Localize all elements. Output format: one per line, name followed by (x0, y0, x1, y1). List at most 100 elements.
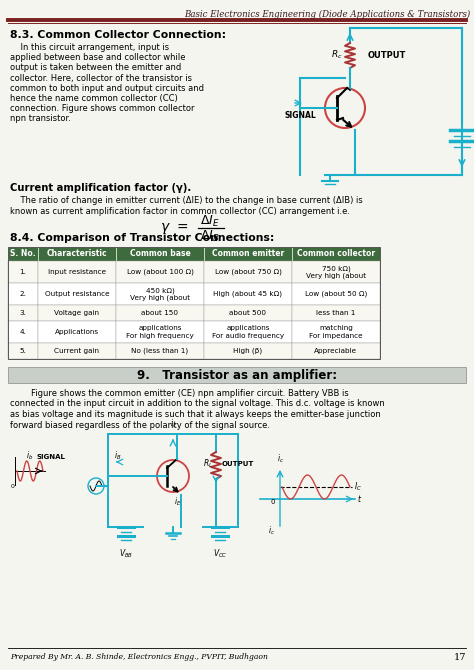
Text: For impedance: For impedance (309, 333, 363, 339)
Bar (116, 283, 204, 305)
Bar (38, 283, 116, 305)
Text: $R_c$: $R_c$ (331, 49, 343, 61)
Bar (204, 343, 292, 359)
Bar (38, 321, 116, 343)
Bar (116, 261, 204, 283)
Text: about 150: about 150 (142, 310, 179, 316)
Text: Appreciable: Appreciable (314, 348, 357, 354)
Bar (204, 283, 292, 305)
Bar (204, 247, 292, 261)
Bar (292, 247, 380, 261)
Text: 1.: 1. (19, 269, 27, 275)
Bar (8, 283, 38, 305)
Text: $R_L$: $R_L$ (203, 458, 213, 470)
Text: Low (about 50 Ω): Low (about 50 Ω) (305, 291, 367, 297)
Text: forward biased regardless of the polarity of the signal source.: forward biased regardless of the polarit… (10, 421, 270, 429)
Bar (204, 261, 292, 283)
Text: OUTPUT: OUTPUT (368, 52, 406, 60)
Text: $\Delta I_B$: $\Delta I_B$ (200, 228, 220, 244)
Text: Figure shows the common emitter (CE) npn amplifier circuit. Battery VBB is: Figure shows the common emitter (CE) npn… (10, 389, 349, 398)
Text: Characteristic: Characteristic (46, 249, 107, 259)
Bar (8, 247, 38, 261)
Text: applications: applications (138, 325, 182, 331)
Text: Input resistance: Input resistance (48, 269, 106, 275)
Text: applied between base and collector while: applied between base and collector while (10, 53, 185, 62)
Text: High (β): High (β) (233, 348, 263, 354)
Text: For high frequency: For high frequency (126, 333, 194, 339)
Bar (292, 343, 380, 359)
Text: SIGNAL: SIGNAL (37, 454, 66, 460)
Bar (8, 321, 38, 343)
Bar (38, 261, 116, 283)
Text: as bias voltage and its magnitude is such that it always keeps the emitter-base : as bias voltage and its magnitude is suc… (10, 410, 381, 419)
Text: 0: 0 (11, 484, 15, 490)
Text: connection. Figure shows common collector: connection. Figure shows common collecto… (10, 105, 194, 113)
Bar (8, 305, 38, 321)
Text: Low (about 100 Ω): Low (about 100 Ω) (127, 269, 193, 275)
Text: 5.: 5. (19, 348, 27, 354)
Text: less than 1: less than 1 (316, 310, 356, 316)
Text: No (less than 1): No (less than 1) (131, 348, 189, 354)
Bar (116, 343, 204, 359)
Text: $i_b$: $i_b$ (27, 449, 34, 462)
Text: 8.3. Common Collector Connection:: 8.3. Common Collector Connection: (10, 30, 226, 40)
Text: 0: 0 (271, 499, 275, 505)
Text: Applications: Applications (55, 329, 99, 335)
Text: output is taken between the emitter and: output is taken between the emitter and (10, 64, 181, 72)
Text: 750 kΩ): 750 kΩ) (322, 265, 350, 271)
Text: S. No.: S. No. (10, 249, 36, 259)
Bar (292, 283, 380, 305)
Text: $V_{BB}$: $V_{BB}$ (119, 547, 133, 559)
Text: Common collector: Common collector (297, 249, 375, 259)
Text: Current gain: Current gain (55, 348, 100, 354)
Text: connected in the input circuit in addition to the signal voltage. This d.c. volt: connected in the input circuit in additi… (10, 399, 385, 409)
Text: $i_c$: $i_c$ (170, 417, 176, 430)
Text: SIGNAL: SIGNAL (285, 111, 317, 121)
Bar (38, 343, 116, 359)
Text: $\Delta I_E$: $\Delta I_E$ (200, 214, 220, 228)
Bar (292, 321, 380, 343)
Text: known as current amplification factor in common collector (CC) arrangement i.e.: known as current amplification factor in… (10, 206, 350, 216)
Bar (116, 321, 204, 343)
Text: The ratio of change in emitter current (ΔIE) to the change in base current (ΔIB): The ratio of change in emitter current (… (10, 196, 363, 205)
Text: Output resistance: Output resistance (45, 291, 109, 297)
Text: Low (about 750 Ω): Low (about 750 Ω) (215, 269, 282, 275)
Text: 450 kΩ): 450 kΩ) (146, 287, 174, 293)
Text: Very high (about: Very high (about (130, 295, 190, 301)
Text: about 500: about 500 (229, 310, 266, 316)
Bar (8, 367, 466, 383)
Text: 9.   Transistor as an amplifier:: 9. Transistor as an amplifier: (137, 369, 337, 381)
Bar (116, 305, 204, 321)
Bar (8, 247, 380, 359)
Text: 17: 17 (454, 653, 466, 662)
Text: npn transistor.: npn transistor. (10, 115, 71, 123)
Text: $t$: $t$ (357, 494, 362, 505)
Text: In this circuit arrangement, input is: In this circuit arrangement, input is (10, 43, 169, 52)
Text: $\gamma$: $\gamma$ (160, 220, 171, 235)
Text: $I_C$: $I_C$ (354, 481, 362, 493)
Text: 4.: 4. (19, 329, 27, 335)
Text: 8.4. Comparison of Transistor Connections:: 8.4. Comparison of Transistor Connection… (10, 233, 274, 243)
Text: 3.: 3. (19, 310, 27, 316)
Text: OUTPUT: OUTPUT (222, 461, 255, 467)
Text: $i_B$: $i_B$ (114, 450, 122, 462)
Text: collector. Here, collector of the transistor is: collector. Here, collector of the transi… (10, 74, 192, 82)
Text: Common emitter: Common emitter (212, 249, 284, 259)
Text: Voltage gain: Voltage gain (55, 310, 100, 316)
Bar (116, 247, 204, 261)
Bar (292, 261, 380, 283)
Text: For audio frequency: For audio frequency (212, 333, 284, 339)
Text: matching: matching (319, 325, 353, 331)
Text: $i_c$: $i_c$ (268, 525, 275, 537)
Text: =: = (176, 221, 188, 235)
Bar (204, 321, 292, 343)
Text: Basic Electronics Engineering (Diode Applications & Transistors): Basic Electronics Engineering (Diode App… (184, 10, 470, 19)
Text: $V_{CC}$: $V_{CC}$ (213, 547, 228, 559)
Text: Very high (about: Very high (about (306, 273, 366, 279)
Text: Common base: Common base (129, 249, 191, 259)
Bar (8, 343, 38, 359)
Text: common to both input and output circuits and: common to both input and output circuits… (10, 84, 204, 93)
Text: $i_E$: $i_E$ (174, 496, 182, 509)
Text: Prepared By Mr. A. B. Shinde, Electronics Engg., PVPIT, Budhgaon: Prepared By Mr. A. B. Shinde, Electronic… (10, 653, 268, 661)
Text: applications: applications (226, 325, 270, 331)
